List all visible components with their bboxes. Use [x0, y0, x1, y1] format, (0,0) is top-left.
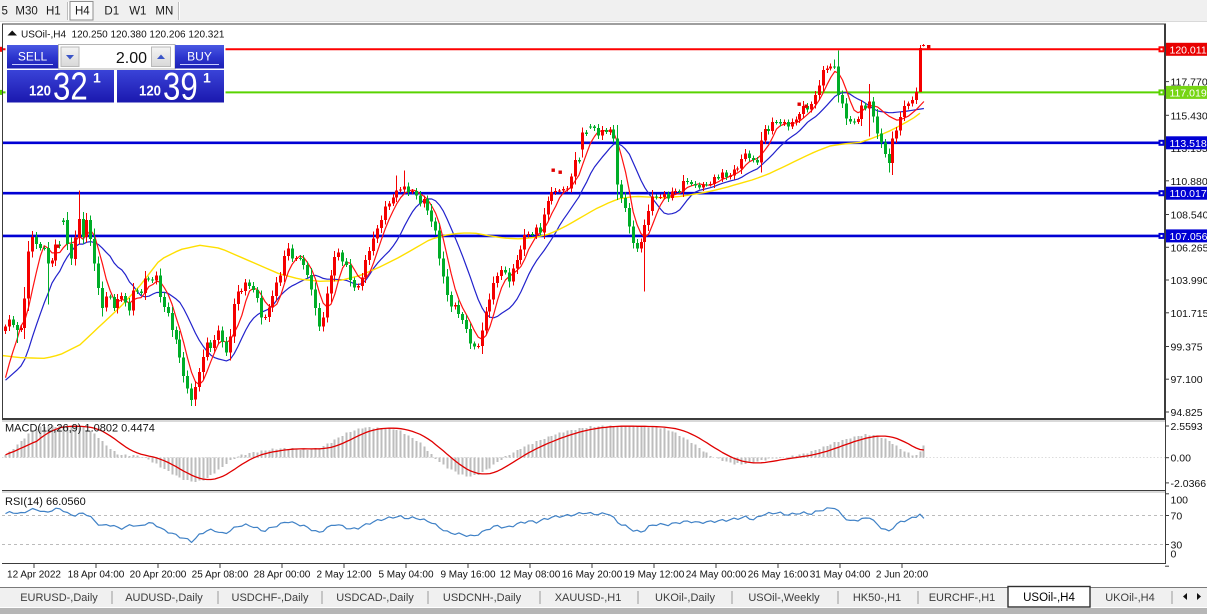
svg-text:MN: MN — [155, 6, 173, 18]
svg-text:31 May 04:00: 31 May 04:00 — [810, 570, 871, 581]
svg-text:12 May 08:00: 12 May 08:00 — [500, 570, 561, 581]
svg-text:-2.0366: -2.0366 — [1171, 478, 1207, 490]
svg-text:M30: M30 — [15, 6, 37, 18]
svg-text:0: 0 — [1171, 549, 1177, 561]
svg-text:19 May 12:00: 19 May 12:00 — [624, 570, 685, 581]
svg-text:1: 1 — [93, 70, 101, 86]
svg-text:2.5593: 2.5593 — [1171, 421, 1203, 433]
svg-text:USOil-,H4 120.250 120.380 120: USOil-,H4 120.250 120.380 120.206 120.32… — [21, 30, 225, 41]
svg-text:20 Apr 20:00: 20 Apr 20:00 — [130, 570, 187, 581]
svg-text:16 May 20:00: 16 May 20:00 — [562, 570, 623, 581]
svg-text:99.375: 99.375 — [1171, 342, 1203, 354]
svg-text:28 Apr 00:00: 28 Apr 00:00 — [254, 570, 311, 581]
svg-text:97.100: 97.100 — [1171, 374, 1203, 386]
svg-text:9 May 16:00: 9 May 16:00 — [440, 570, 495, 581]
svg-text:5 May 04:00: 5 May 04:00 — [378, 570, 433, 581]
svg-text:94.825: 94.825 — [1171, 407, 1203, 419]
svg-text:2 May 12:00: 2 May 12:00 — [316, 570, 371, 581]
svg-text:5: 5 — [2, 6, 8, 18]
svg-text:EURCHF-,H1: EURCHF-,H1 — [929, 592, 996, 604]
svg-text:107.056: 107.056 — [1170, 231, 1207, 243]
svg-text:120.011: 120.011 — [1170, 44, 1207, 56]
svg-text:110.880: 110.880 — [1171, 176, 1207, 188]
svg-text:0.00: 0.00 — [1171, 453, 1192, 465]
svg-text:RSI(14) 66.0560: RSI(14) 66.0560 — [5, 496, 86, 508]
svg-text:117.770: 117.770 — [1171, 77, 1207, 89]
svg-text:101.715: 101.715 — [1171, 308, 1207, 320]
svg-text:108.540: 108.540 — [1171, 210, 1207, 222]
svg-text:30: 30 — [1171, 540, 1183, 552]
svg-text:USOil-,H4: USOil-,H4 — [1023, 592, 1075, 604]
svg-text:25 Apr 08:00: 25 Apr 08:00 — [192, 570, 249, 581]
svg-text:D1: D1 — [104, 6, 119, 18]
svg-text:H4: H4 — [75, 6, 90, 18]
svg-text:SELL: SELL — [18, 50, 48, 64]
svg-text:110.017: 110.017 — [1170, 188, 1207, 200]
svg-text:AUDUSD-,Daily: AUDUSD-,Daily — [125, 592, 203, 604]
svg-text:117.019: 117.019 — [1170, 87, 1207, 99]
svg-text:2.00: 2.00 — [116, 50, 147, 67]
svg-text:EURUSD-,Daily: EURUSD-,Daily — [20, 592, 98, 604]
svg-text:103.990: 103.990 — [1171, 275, 1207, 287]
svg-text:1: 1 — [203, 70, 211, 86]
svg-text:113.518: 113.518 — [1170, 138, 1207, 150]
svg-text:2 Jun 20:00: 2 Jun 20:00 — [876, 570, 929, 581]
svg-text:MACD(12,26,9) 1.0802 0.4474: MACD(12,26,9) 1.0802 0.4474 — [5, 423, 155, 435]
svg-text:H1: H1 — [46, 6, 61, 18]
svg-text:UKOil-,Daily: UKOil-,Daily — [655, 592, 715, 604]
svg-text:12 Apr 2022: 12 Apr 2022 — [7, 570, 61, 581]
svg-text:70: 70 — [1171, 511, 1183, 523]
svg-text:18 Apr 04:00: 18 Apr 04:00 — [68, 570, 125, 581]
svg-text:120: 120 — [139, 82, 161, 99]
svg-text:26 May 16:00: 26 May 16:00 — [748, 570, 809, 581]
svg-text:39: 39 — [163, 65, 198, 108]
svg-text:32: 32 — [53, 65, 88, 108]
svg-text:HK50-,H1: HK50-,H1 — [853, 592, 901, 604]
svg-text:USDCNH-,Daily: USDCNH-,Daily — [443, 592, 522, 604]
svg-text:UKOil-,H4: UKOil-,H4 — [1105, 592, 1155, 604]
svg-text:USDCHF-,Daily: USDCHF-,Daily — [232, 592, 310, 604]
svg-text:100: 100 — [1171, 495, 1189, 507]
svg-text:120: 120 — [29, 82, 51, 99]
svg-text:USOil-,Weekly: USOil-,Weekly — [748, 592, 820, 604]
svg-text:USDCAD-,Daily: USDCAD-,Daily — [336, 592, 414, 604]
svg-text:W1: W1 — [129, 6, 146, 18]
svg-text:BUY: BUY — [187, 50, 212, 64]
svg-text:106.265: 106.265 — [1171, 242, 1207, 254]
svg-text:24 May 00:00: 24 May 00:00 — [686, 570, 747, 581]
svg-text:115.430: 115.430 — [1171, 110, 1207, 122]
svg-text:XAUUSD-,H1: XAUUSD-,H1 — [555, 592, 622, 604]
